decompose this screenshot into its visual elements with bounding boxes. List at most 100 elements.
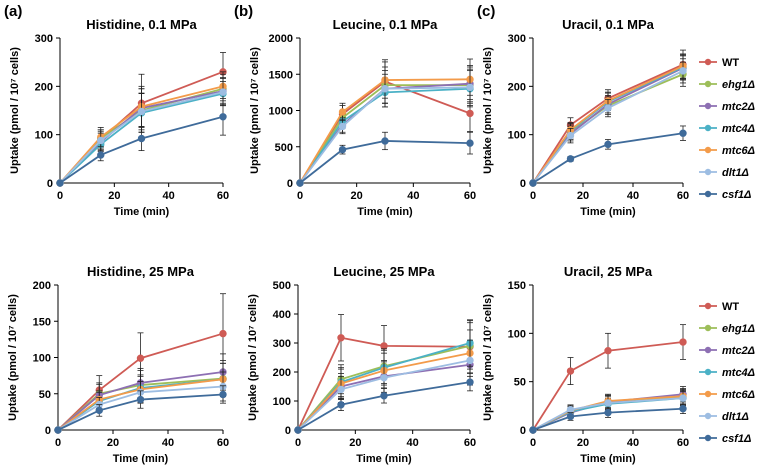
y-tick-label: 150	[33, 316, 51, 328]
x-tick-label: 20	[577, 190, 589, 202]
legend-label-mtc6-delta: mtc6Δ	[722, 389, 755, 401]
data-point	[380, 374, 388, 382]
y-tick-label: 50	[514, 377, 526, 389]
y-tick-label: 100	[35, 130, 53, 142]
x-axis-label: Time (min)	[113, 453, 169, 465]
x-tick-label: 0	[297, 190, 303, 202]
series-csf1-delta	[529, 125, 687, 187]
data-point	[566, 367, 575, 375]
x-axis-label: Time (min)	[580, 206, 636, 218]
series-line	[297, 352, 471, 431]
data-point	[54, 426, 62, 434]
y-tick-label: 300	[273, 338, 291, 350]
x-axis-label: Time (min)	[580, 453, 636, 465]
x-tick-label: 0	[530, 437, 536, 449]
x-tick-label: 60	[677, 437, 689, 449]
data-point	[219, 390, 227, 399]
data-point	[529, 179, 537, 187]
data-point	[337, 385, 345, 394]
legend-swatch-marker	[704, 390, 712, 398]
y-tick-label: 100	[508, 328, 526, 340]
legend-swatch-marker	[704, 368, 712, 376]
panel-letter: (a)	[4, 3, 22, 20]
x-tick-label: 20	[349, 437, 361, 449]
y-axis-label: Uptake (pmol / 10⁷ cells)	[249, 47, 261, 174]
series-csf1-delta	[294, 373, 474, 434]
x-tick-label: 40	[627, 437, 639, 449]
data-point	[338, 108, 347, 116]
series-line	[299, 84, 470, 184]
y-tick-label: 0	[287, 178, 293, 190]
series-line	[532, 65, 684, 184]
data-point	[679, 405, 687, 413]
y-axis-label: Uptake (pmol / 10⁷ cells)	[482, 294, 494, 421]
x-tick-label: 0	[55, 437, 61, 449]
series-line	[299, 78, 471, 184]
series-line	[532, 397, 684, 431]
x-tick-label: 60	[217, 190, 229, 202]
series-line	[532, 63, 684, 184]
series-line	[297, 381, 471, 431]
series-line	[59, 115, 224, 184]
series-line	[299, 86, 471, 184]
data-point	[97, 136, 105, 145]
x-tick-label: 60	[464, 437, 476, 449]
chart-6: Uracil, 25 MPa 0 50 100 150 0 20 40 60 Time (min)…	[482, 264, 689, 465]
x-tick-label: 0	[57, 190, 63, 202]
series-line	[532, 67, 684, 184]
series-line	[532, 407, 684, 431]
legend-label-mtc6-delta: mtc6Δ	[722, 145, 755, 157]
x-axis-label: Time (min)	[357, 206, 413, 218]
x-tick-label: 40	[407, 437, 419, 449]
data-point	[679, 338, 687, 346]
x-tick-label: 20	[577, 437, 589, 449]
x-tick-label: 40	[163, 190, 175, 202]
y-tick-label: 300	[508, 33, 526, 45]
legend-label-mtc4-delta: mtc4Δ	[722, 123, 755, 135]
series-line	[57, 393, 224, 431]
legend-swatch-marker	[704, 324, 712, 332]
y-tick-label: 100	[33, 353, 51, 365]
data-point	[604, 347, 612, 355]
legend-swatch-marker	[704, 168, 712, 176]
series-wt	[529, 49, 687, 187]
data-point	[679, 129, 687, 137]
legend-label-ehg1-delta: ehg1Δ	[722, 79, 755, 91]
data-point	[466, 139, 474, 147]
data-point	[136, 395, 145, 404]
series-line	[59, 92, 224, 184]
series-dlt1-delta	[296, 68, 474, 187]
y-tick-label: 1500	[269, 69, 293, 81]
x-tick-label: 60	[217, 437, 229, 449]
legend-swatch-marker	[704, 146, 712, 154]
y-tick-label: 150	[508, 280, 526, 292]
panel-letter: (b)	[234, 3, 253, 20]
y-tick-label: 1000	[269, 106, 293, 118]
series-line	[59, 85, 224, 184]
x-tick-label: 40	[162, 437, 174, 449]
data-point	[338, 122, 347, 131]
chart-title: Uracil, 25 MPa	[564, 264, 653, 279]
y-tick-label: 100	[508, 130, 526, 142]
y-tick-label: 300	[35, 33, 53, 45]
legend-label-ehg1-delta: ehg1Δ	[722, 323, 755, 335]
legend-swatch-marker	[704, 434, 712, 442]
data-point	[679, 394, 687, 402]
panel-letter: (c)	[477, 3, 495, 20]
y-tick-label: 200	[273, 367, 291, 379]
legend-label-dlt1-delta: dlt1Δ	[722, 411, 749, 423]
chart-title: Leucine, 25 MPa	[333, 264, 435, 279]
x-tick-label: 60	[464, 190, 476, 202]
x-tick-label: 60	[677, 190, 689, 202]
data-point	[466, 356, 474, 365]
data-point	[466, 378, 474, 386]
data-point	[529, 426, 537, 434]
y-tick-label: 200	[508, 81, 526, 93]
y-tick-label: 0	[520, 178, 526, 190]
data-point	[466, 109, 474, 118]
series-csf1-delta	[54, 385, 227, 434]
data-point	[604, 408, 612, 417]
series-line	[532, 132, 684, 184]
x-tick-label: 0	[295, 437, 301, 449]
data-point	[381, 85, 389, 93]
